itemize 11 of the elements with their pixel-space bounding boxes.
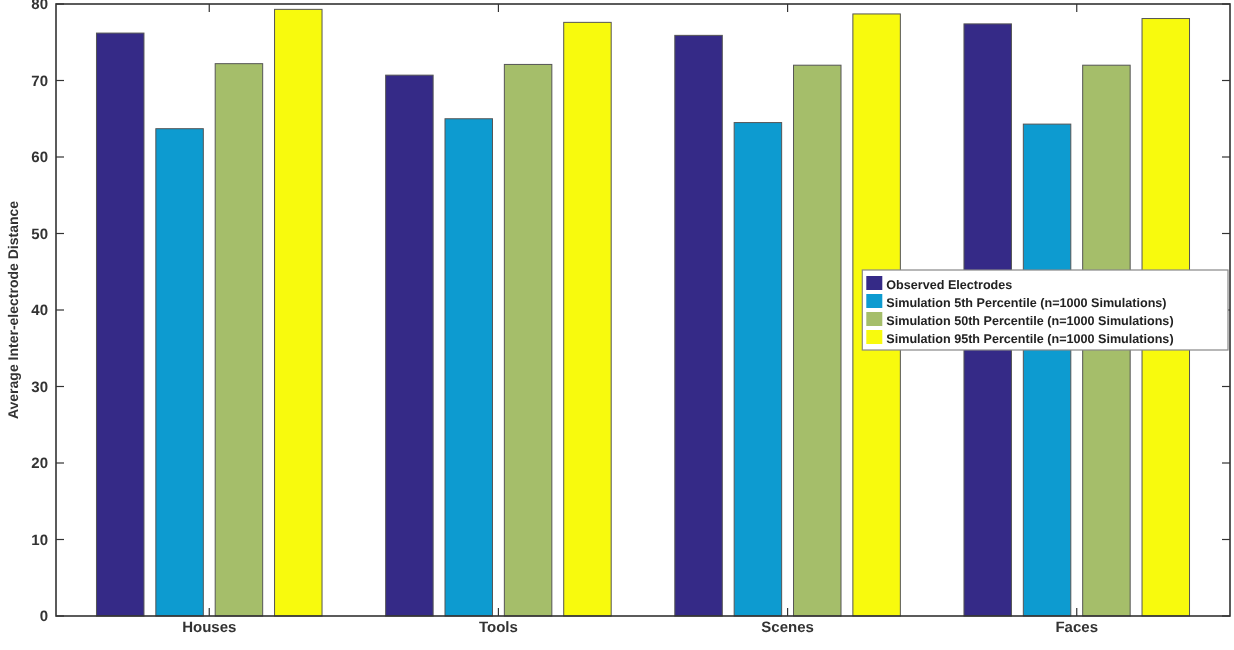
bar (733, 122, 783, 617)
bar (95, 32, 145, 617)
bar (155, 128, 204, 617)
bar (563, 21, 612, 617)
bar (385, 74, 434, 617)
bar (274, 8, 323, 617)
bar (444, 118, 493, 617)
bar (503, 63, 553, 617)
bar (214, 63, 264, 617)
bar (674, 34, 723, 617)
bar (793, 64, 842, 617)
